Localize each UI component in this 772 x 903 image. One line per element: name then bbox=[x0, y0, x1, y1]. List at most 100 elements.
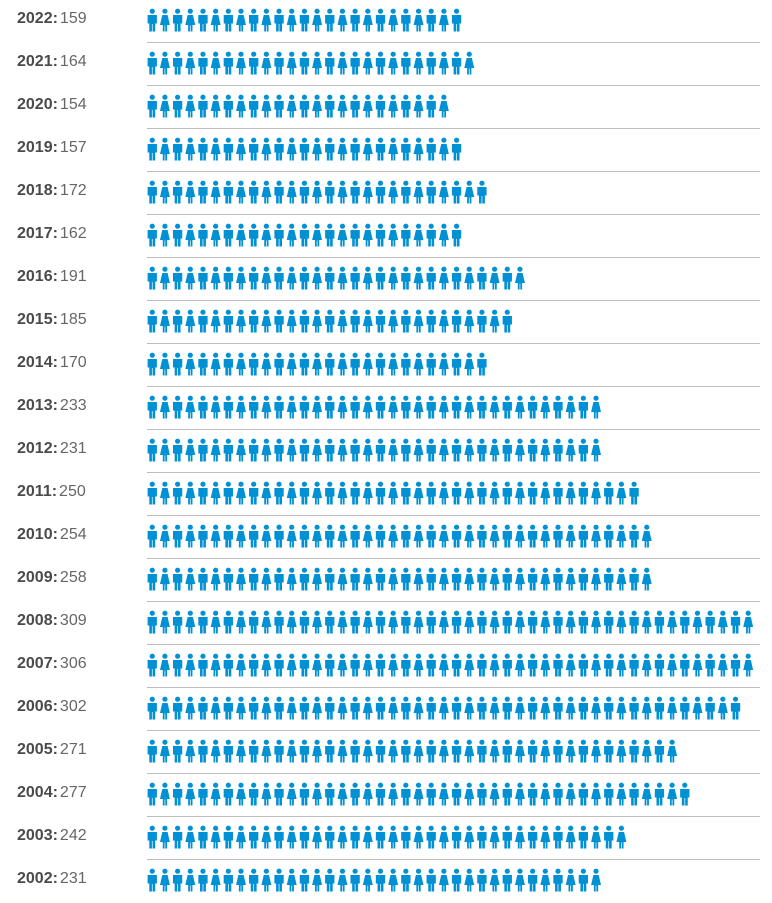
person-icon bbox=[565, 567, 576, 591]
person-icon bbox=[172, 94, 183, 118]
person-icon bbox=[401, 266, 411, 290]
person-icon bbox=[426, 481, 436, 505]
value-label: 277 bbox=[59, 784, 87, 801]
person-icon bbox=[477, 653, 487, 677]
person-icon bbox=[667, 696, 678, 720]
person-icon bbox=[147, 524, 157, 548]
person-icon bbox=[261, 94, 272, 118]
person-icon bbox=[477, 524, 487, 548]
person-icon bbox=[540, 610, 551, 634]
person-icon bbox=[274, 8, 284, 32]
person-icon bbox=[210, 481, 221, 505]
person-icon bbox=[604, 567, 614, 591]
person-icon bbox=[350, 266, 360, 290]
person-icon bbox=[325, 696, 335, 720]
person-icon bbox=[527, 782, 538, 806]
value-label: 254 bbox=[59, 526, 87, 543]
person-icon bbox=[451, 352, 462, 376]
person-icon bbox=[350, 481, 360, 505]
person-icon bbox=[350, 524, 360, 548]
person-icon bbox=[249, 653, 259, 677]
person-icon bbox=[553, 782, 563, 806]
person-icon bbox=[565, 739, 576, 763]
person-icon bbox=[299, 309, 310, 333]
person-icon bbox=[553, 739, 563, 763]
person-icon bbox=[515, 696, 525, 720]
row-divider bbox=[147, 687, 760, 688]
person-icon bbox=[388, 438, 399, 462]
person-icon bbox=[261, 825, 272, 849]
person-icon bbox=[451, 610, 462, 634]
person-icon bbox=[464, 395, 475, 419]
person-icon bbox=[172, 223, 183, 247]
person-icon bbox=[261, 8, 272, 32]
person-icon bbox=[236, 266, 246, 290]
person-icon bbox=[172, 352, 183, 376]
person-icon bbox=[325, 653, 335, 677]
person-icon bbox=[159, 223, 170, 247]
person-icon bbox=[159, 825, 170, 849]
person-icon bbox=[388, 137, 399, 161]
person-icon bbox=[362, 266, 373, 290]
person-icon bbox=[362, 739, 373, 763]
person-icon bbox=[375, 567, 386, 591]
person-icon bbox=[249, 137, 259, 161]
person-icon bbox=[210, 51, 221, 75]
person-icon bbox=[540, 653, 551, 677]
person-icon bbox=[413, 8, 424, 32]
person-icon bbox=[515, 438, 525, 462]
person-icon bbox=[274, 868, 284, 892]
person-icon bbox=[147, 782, 157, 806]
person-icon bbox=[172, 395, 183, 419]
person-icon bbox=[312, 266, 323, 290]
person-icon bbox=[261, 567, 272, 591]
icon-bar bbox=[147, 481, 639, 505]
person-icon bbox=[185, 653, 196, 677]
year-label: 2002 bbox=[17, 870, 53, 887]
person-icon bbox=[654, 782, 665, 806]
person-icon bbox=[185, 481, 196, 505]
person-icon bbox=[249, 481, 259, 505]
person-icon bbox=[172, 309, 183, 333]
person-icon bbox=[591, 524, 601, 548]
person-icon bbox=[274, 94, 284, 118]
year-separator: : bbox=[52, 698, 58, 715]
person-icon bbox=[362, 438, 373, 462]
person-icon bbox=[464, 51, 475, 75]
icon-bar bbox=[147, 352, 487, 376]
row-label: 2015: 185 bbox=[17, 311, 87, 329]
person-icon bbox=[578, 610, 589, 634]
person-icon bbox=[451, 825, 462, 849]
person-icon bbox=[401, 739, 411, 763]
person-icon bbox=[388, 739, 399, 763]
person-icon bbox=[464, 782, 475, 806]
person-icon bbox=[426, 653, 436, 677]
year-separator: : bbox=[51, 483, 58, 500]
value-label: 258 bbox=[59, 569, 87, 586]
person-icon bbox=[502, 696, 512, 720]
person-icon bbox=[413, 610, 424, 634]
person-icon bbox=[692, 610, 703, 634]
person-icon bbox=[705, 696, 715, 720]
person-icon bbox=[299, 825, 310, 849]
person-icon bbox=[236, 696, 246, 720]
value-label: 306 bbox=[59, 655, 87, 672]
year-label: 2018 bbox=[17, 182, 53, 199]
row-divider bbox=[147, 515, 760, 516]
year-separator: : bbox=[52, 10, 58, 27]
person-icon bbox=[629, 653, 639, 677]
person-icon bbox=[299, 481, 310, 505]
person-icon bbox=[236, 782, 246, 806]
person-icon bbox=[159, 94, 170, 118]
person-icon bbox=[451, 223, 462, 247]
person-icon bbox=[286, 223, 297, 247]
person-icon bbox=[274, 524, 284, 548]
person-icon bbox=[362, 696, 373, 720]
person-icon bbox=[362, 825, 373, 849]
person-icon bbox=[274, 438, 284, 462]
person-icon bbox=[591, 782, 601, 806]
person-icon bbox=[438, 438, 449, 462]
row-label: 2008: 309 bbox=[17, 612, 87, 630]
person-icon bbox=[540, 524, 551, 548]
person-icon bbox=[337, 739, 348, 763]
